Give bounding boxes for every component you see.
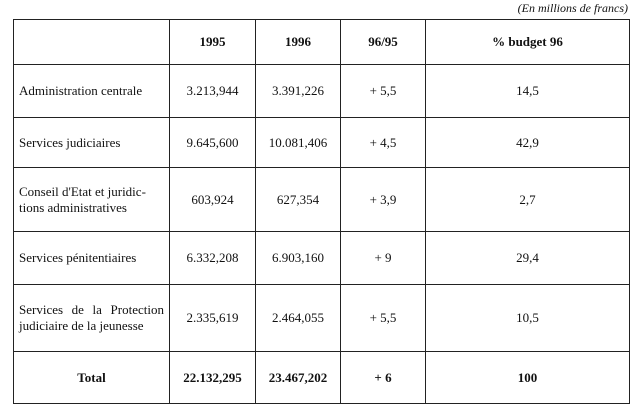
header-row: 1995 1996 96/95 % budget 96 [13,19,630,65]
cell-change: + 5,5 [340,64,426,118]
row-label: Services judiciaires [13,117,170,168]
total-change: + 6 [340,351,426,404]
cell-1996: 2.464,055 [255,284,341,352]
row-label: Services de la Protection judiciaire de … [13,284,170,352]
cell-change: + 4,5 [340,117,426,168]
cell-1995: 2.335,619 [169,284,256,352]
header-share: % budget 96 [425,19,630,65]
row-label: Services pénitentiaires [13,231,170,285]
cell-change: + 9 [340,231,426,285]
budget-table: 1995 1996 96/95 % budget 96 Administrati… [13,19,630,404]
cell-1996: 6.903,160 [255,231,341,285]
total-share: 100 [425,351,630,404]
cell-1996: 10.081,406 [255,117,341,168]
cell-1996: 627,354 [255,167,341,232]
unit-note: (En millions de francs) [517,1,628,15]
cell-share: 10,5 [425,284,630,352]
cell-change: + 5,5 [340,284,426,352]
table-row: Administration centrale 3.213,944 3.391,… [13,64,630,118]
cell-change: + 3,9 [340,167,426,232]
cell-share: 42,9 [425,117,630,168]
total-1996: 23.467,202 [255,351,341,404]
header-1996: 1996 [255,19,341,65]
header-empty [13,19,170,65]
row-label: Conseil d'Etat et juridic-tions administ… [13,167,170,232]
cell-share: 2,7 [425,167,630,232]
cell-share: 14,5 [425,64,630,118]
table-row: Conseil d'Etat et juridic-tions administ… [13,167,630,232]
cell-1995: 3.213,944 [169,64,256,118]
table-row: Services de la Protection judiciaire de … [13,284,630,352]
cell-share: 29,4 [425,231,630,285]
total-label: Total [13,351,170,404]
table-row: Services judiciaires 9.645,600 10.081,40… [13,117,630,168]
total-1995: 22.132,295 [169,351,256,404]
cell-1995: 603,924 [169,167,256,232]
header-1995: 1995 [169,19,256,65]
cell-1995: 6.332,208 [169,231,256,285]
table-row: Services pénitentiaires 6.332,208 6.903,… [13,231,630,285]
row-label: Administration centrale [13,64,170,118]
cell-1996: 3.391,226 [255,64,341,118]
header-change: 96/95 [340,19,426,65]
cell-1995: 9.645,600 [169,117,256,168]
total-row: Total 22.132,295 23.467,202 + 6 100 [13,351,630,404]
